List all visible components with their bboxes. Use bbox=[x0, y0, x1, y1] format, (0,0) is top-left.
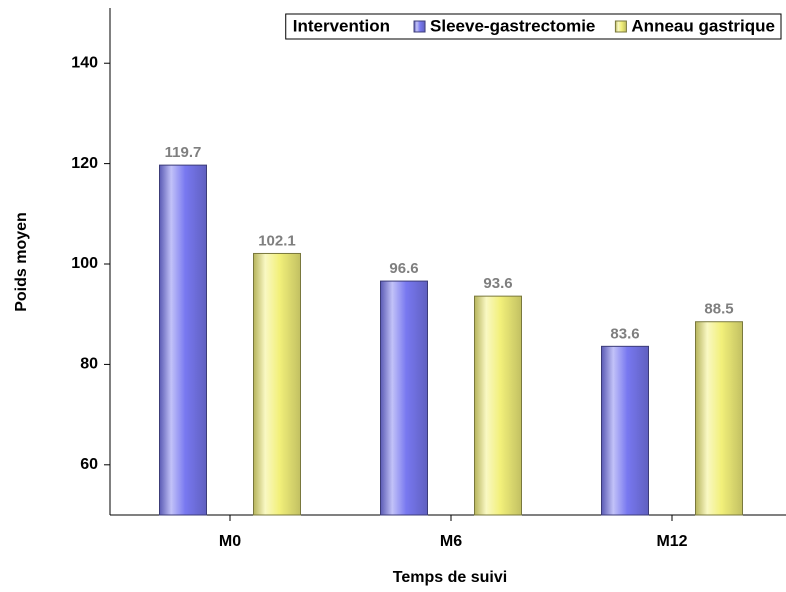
bar bbox=[159, 164, 207, 516]
value-label: 93.6 bbox=[483, 275, 512, 292]
x-tick-label: M6 bbox=[440, 533, 462, 550]
bar bbox=[601, 345, 649, 516]
legend: Intervention Sleeve-gastrectomie Anneau ga… bbox=[285, 13, 782, 40]
value-label: 102.1 bbox=[258, 232, 296, 249]
y-axis-title: Poids moyen bbox=[13, 212, 30, 312]
y-tick-label: 100 bbox=[71, 255, 98, 272]
y-tick-label: 140 bbox=[71, 54, 98, 71]
bar bbox=[380, 280, 428, 516]
bar bbox=[695, 321, 743, 516]
legend-swatch bbox=[614, 20, 627, 33]
value-label: 96.6 bbox=[389, 260, 418, 277]
legend-label: Anneau gastrique bbox=[631, 16, 775, 35]
y-tick-label: 120 bbox=[71, 155, 98, 172]
value-label: 119.7 bbox=[165, 144, 202, 161]
bar bbox=[474, 295, 522, 516]
y-tick-label: 80 bbox=[80, 356, 98, 373]
legend-title: Intervention bbox=[293, 16, 390, 35]
value-label: 88.5 bbox=[704, 301, 733, 318]
legend-label: Sleeve-gastrectomie bbox=[430, 16, 595, 35]
legend-box bbox=[285, 13, 782, 40]
y-tick-label: 60 bbox=[80, 456, 98, 473]
legend-swatch bbox=[413, 20, 426, 33]
x-tick-label: M0 bbox=[219, 533, 241, 550]
value-label: 83.6 bbox=[610, 325, 639, 342]
bar bbox=[253, 252, 301, 516]
x-tick-label: M12 bbox=[656, 533, 687, 550]
x-axis-title: Temps de suivi bbox=[393, 569, 507, 586]
